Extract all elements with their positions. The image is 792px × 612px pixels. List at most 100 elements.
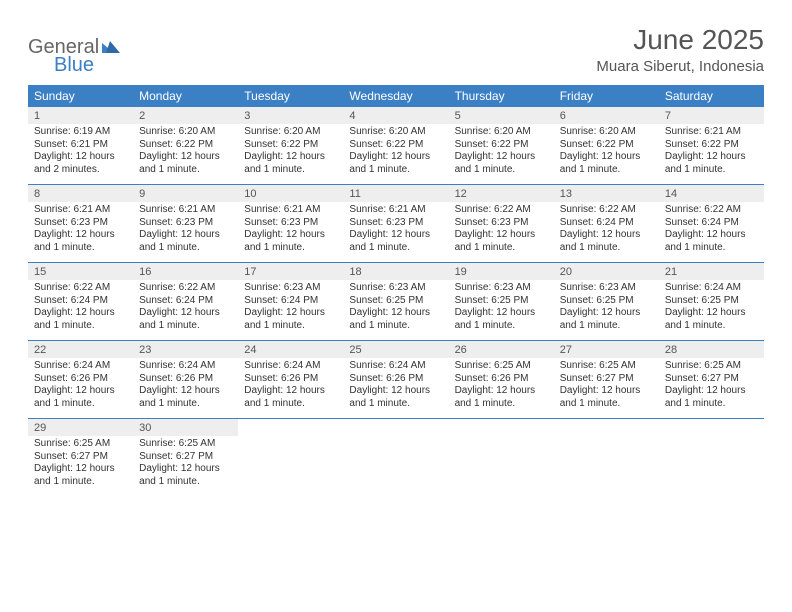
day-cell: Sunrise: 6:25 AMSunset: 6:26 PMDaylight:…	[449, 358, 554, 418]
daylight-line: Daylight: 12 hours and 1 minute.	[665, 229, 758, 254]
daylight-line: Daylight: 12 hours and 1 minute.	[455, 385, 548, 410]
header: General Blue June 2025 Muara Siberut, In…	[28, 24, 764, 75]
day-number: 15	[28, 263, 133, 280]
sunset-line: Sunset: 6:24 PM	[560, 217, 653, 230]
day-cell: Sunrise: 6:22 AMSunset: 6:24 PMDaylight:…	[659, 202, 764, 262]
sunset-line: Sunset: 6:22 PM	[244, 139, 337, 152]
day-cell: Sunrise: 6:20 AMSunset: 6:22 PMDaylight:…	[554, 124, 659, 184]
sunset-line: Sunset: 6:24 PM	[665, 217, 758, 230]
logo-text-bottom: Blue	[54, 55, 120, 75]
daylight-line: Daylight: 12 hours and 1 minute.	[34, 229, 127, 254]
sunrise-line: Sunrise: 6:23 AM	[349, 282, 442, 295]
day-number: 17	[238, 263, 343, 280]
daynum-row: 2930	[28, 419, 764, 436]
day-number: 24	[238, 341, 343, 358]
daylight-line: Daylight: 12 hours and 1 minute.	[560, 385, 653, 410]
sunrise-line: Sunrise: 6:20 AM	[455, 126, 548, 139]
sunset-line: Sunset: 6:23 PM	[139, 217, 232, 230]
day-cell: Sunrise: 6:23 AMSunset: 6:25 PMDaylight:…	[449, 280, 554, 340]
sunset-line: Sunset: 6:27 PM	[665, 373, 758, 386]
daylight-line: Daylight: 12 hours and 1 minute.	[560, 151, 653, 176]
sunrise-line: Sunrise: 6:25 AM	[665, 360, 758, 373]
day-cell: Sunrise: 6:22 AMSunset: 6:24 PMDaylight:…	[28, 280, 133, 340]
day-number: 28	[659, 341, 764, 358]
empty-cell	[238, 419, 343, 436]
sunset-line: Sunset: 6:22 PM	[139, 139, 232, 152]
daynum-row: 22232425262728	[28, 341, 764, 358]
day-header: Monday	[133, 85, 238, 107]
sunrise-line: Sunrise: 6:20 AM	[349, 126, 442, 139]
sunrise-line: Sunrise: 6:20 AM	[244, 126, 337, 139]
day-number: 6	[554, 107, 659, 124]
day-number: 14	[659, 185, 764, 202]
day-cell: Sunrise: 6:25 AMSunset: 6:27 PMDaylight:…	[659, 358, 764, 418]
day-cell: Sunrise: 6:22 AMSunset: 6:24 PMDaylight:…	[554, 202, 659, 262]
daylight-line: Daylight: 12 hours and 1 minute.	[665, 151, 758, 176]
location: Muara Siberut, Indonesia	[596, 58, 764, 75]
sunset-line: Sunset: 6:21 PM	[34, 139, 127, 152]
sunset-line: Sunset: 6:22 PM	[349, 139, 442, 152]
daynum-row: 1234567	[28, 107, 764, 124]
day-cell: Sunrise: 6:24 AMSunset: 6:26 PMDaylight:…	[343, 358, 448, 418]
content-row: Sunrise: 6:19 AMSunset: 6:21 PMDaylight:…	[28, 124, 764, 184]
daylight-line: Daylight: 12 hours and 1 minute.	[349, 385, 442, 410]
sunrise-line: Sunrise: 6:21 AM	[34, 204, 127, 217]
day-cell: Sunrise: 6:24 AMSunset: 6:26 PMDaylight:…	[238, 358, 343, 418]
sunset-line: Sunset: 6:22 PM	[455, 139, 548, 152]
day-number: 9	[133, 185, 238, 202]
sunrise-line: Sunrise: 6:23 AM	[560, 282, 653, 295]
sunrise-line: Sunrise: 6:22 AM	[139, 282, 232, 295]
sunrise-line: Sunrise: 6:20 AM	[560, 126, 653, 139]
day-cell: Sunrise: 6:20 AMSunset: 6:22 PMDaylight:…	[449, 124, 554, 184]
day-cell: Sunrise: 6:24 AMSunset: 6:25 PMDaylight:…	[659, 280, 764, 340]
empty-cell	[659, 436, 764, 496]
calendar-body: 1234567Sunrise: 6:19 AMSunset: 6:21 PMDa…	[28, 107, 764, 496]
day-cell: Sunrise: 6:19 AMSunset: 6:21 PMDaylight:…	[28, 124, 133, 184]
daylight-line: Daylight: 12 hours and 1 minute.	[139, 229, 232, 254]
content-row: Sunrise: 6:22 AMSunset: 6:24 PMDaylight:…	[28, 280, 764, 340]
empty-cell	[238, 436, 343, 496]
sunset-line: Sunset: 6:25 PM	[455, 295, 548, 308]
day-number: 3	[238, 107, 343, 124]
day-number: 22	[28, 341, 133, 358]
daylight-line: Daylight: 12 hours and 1 minute.	[349, 307, 442, 332]
content-row: Sunrise: 6:24 AMSunset: 6:26 PMDaylight:…	[28, 358, 764, 418]
sunset-line: Sunset: 6:23 PM	[349, 217, 442, 230]
daylight-line: Daylight: 12 hours and 1 minute.	[455, 229, 548, 254]
sunset-line: Sunset: 6:22 PM	[560, 139, 653, 152]
empty-cell	[343, 436, 448, 496]
daylight-line: Daylight: 12 hours and 1 minute.	[34, 385, 127, 410]
day-cell: Sunrise: 6:21 AMSunset: 6:23 PMDaylight:…	[238, 202, 343, 262]
day-header: Saturday	[659, 85, 764, 107]
day-header: Sunday	[28, 85, 133, 107]
empty-cell	[343, 419, 448, 436]
sunset-line: Sunset: 6:25 PM	[349, 295, 442, 308]
calendar-table: SundayMondayTuesdayWednesdayThursdayFrid…	[28, 85, 764, 496]
sunrise-line: Sunrise: 6:24 AM	[139, 360, 232, 373]
day-number: 10	[238, 185, 343, 202]
sunset-line: Sunset: 6:25 PM	[665, 295, 758, 308]
sunrise-line: Sunrise: 6:21 AM	[349, 204, 442, 217]
empty-cell	[554, 419, 659, 436]
day-number: 20	[554, 263, 659, 280]
day-number: 12	[449, 185, 554, 202]
day-cell: Sunrise: 6:25 AMSunset: 6:27 PMDaylight:…	[133, 436, 238, 496]
sunset-line: Sunset: 6:26 PM	[139, 373, 232, 386]
day-number: 2	[133, 107, 238, 124]
sunrise-line: Sunrise: 6:24 AM	[349, 360, 442, 373]
sunrise-line: Sunrise: 6:24 AM	[244, 360, 337, 373]
empty-cell	[554, 436, 659, 496]
daynum-row: 15161718192021	[28, 263, 764, 280]
daylight-line: Daylight: 12 hours and 1 minute.	[244, 229, 337, 254]
sunrise-line: Sunrise: 6:25 AM	[34, 438, 127, 451]
daylight-line: Daylight: 12 hours and 1 minute.	[34, 463, 127, 488]
sunset-line: Sunset: 6:23 PM	[455, 217, 548, 230]
content-row: Sunrise: 6:21 AMSunset: 6:23 PMDaylight:…	[28, 202, 764, 262]
day-number: 23	[133, 341, 238, 358]
day-cell: Sunrise: 6:24 AMSunset: 6:26 PMDaylight:…	[28, 358, 133, 418]
sunrise-line: Sunrise: 6:24 AM	[665, 282, 758, 295]
daylight-line: Daylight: 12 hours and 1 minute.	[244, 151, 337, 176]
day-cell: Sunrise: 6:24 AMSunset: 6:26 PMDaylight:…	[133, 358, 238, 418]
sunset-line: Sunset: 6:23 PM	[34, 217, 127, 230]
day-number: 27	[554, 341, 659, 358]
